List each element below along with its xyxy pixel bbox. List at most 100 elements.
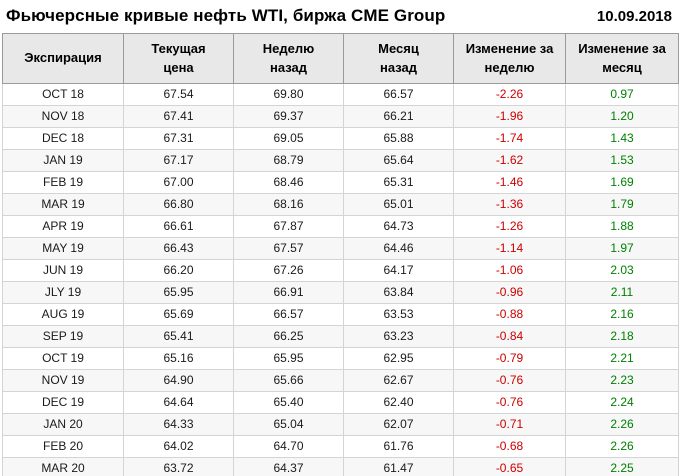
week-change-cell: -0.79 — [453, 347, 566, 370]
col-header-month-ago: Месяц назад — [343, 33, 454, 84]
expiration-cell: JUN 19 — [2, 259, 124, 282]
week-ago-cell: 65.40 — [233, 391, 344, 414]
week-change-cell: -0.84 — [453, 325, 566, 348]
month-change-cell: 1.43 — [565, 127, 679, 150]
week-ago-cell: 64.37 — [233, 457, 344, 476]
col-header-month-change: Изменение за месяц — [565, 33, 679, 84]
week-ago-cell: 66.91 — [233, 281, 344, 304]
col-header-current-price: Текущая цена — [123, 33, 234, 84]
current-price-cell: 65.41 — [123, 325, 234, 348]
week-ago-cell: 69.37 — [233, 105, 344, 128]
month-ago-cell: 61.76 — [343, 435, 454, 458]
table-header: Экспирация Текущая цена Неделю назад Мес… — [2, 33, 679, 84]
week-ago-cell: 69.05 — [233, 127, 344, 150]
header-row: Экспирация Текущая цена Неделю назад Мес… — [2, 33, 679, 84]
expiration-cell: JAN 19 — [2, 149, 124, 172]
month-ago-cell: 65.64 — [343, 149, 454, 172]
current-price-cell: 67.31 — [123, 127, 234, 150]
month-change-cell: 0.97 — [565, 83, 679, 106]
table-row: APR 19 66.61 67.87 64.73 -1.26 1.88 — [2, 215, 679, 238]
month-ago-cell: 66.57 — [343, 83, 454, 106]
current-price-cell: 66.61 — [123, 215, 234, 238]
table-row: DEC 18 67.31 69.05 65.88 -1.74 1.43 — [2, 127, 679, 150]
week-ago-cell: 67.26 — [233, 259, 344, 282]
week-ago-cell: 67.87 — [233, 215, 344, 238]
table-row: JUN 19 66.20 67.26 64.17 -1.06 2.03 — [2, 259, 679, 282]
table-row: NOV 19 64.90 65.66 62.67 -0.76 2.23 — [2, 369, 679, 392]
table-row: MAY 19 66.43 67.57 64.46 -1.14 1.97 — [2, 237, 679, 260]
week-change-cell: -0.65 — [453, 457, 566, 476]
month-ago-cell: 65.01 — [343, 193, 454, 216]
month-change-cell: 2.26 — [565, 413, 679, 436]
month-change-cell: 2.23 — [565, 369, 679, 392]
week-change-cell: -0.76 — [453, 391, 566, 414]
table-row: FEB 19 67.00 68.46 65.31 -1.46 1.69 — [2, 171, 679, 194]
week-change-cell: -0.71 — [453, 413, 566, 436]
futures-table: Экспирация Текущая цена Неделю назад Мес… — [2, 33, 679, 476]
table-row: SEP 19 65.41 66.25 63.23 -0.84 2.18 — [2, 325, 679, 348]
page-title: Фьючерсные кривые нефть WTI, биржа CME G… — [6, 6, 446, 25]
month-change-cell: 2.26 — [565, 435, 679, 458]
expiration-cell: FEB 19 — [2, 171, 124, 194]
current-price-cell: 66.43 — [123, 237, 234, 260]
report-date: 10.09.2018 — [596, 8, 672, 25]
expiration-cell: APR 19 — [2, 215, 124, 238]
week-change-cell: -2.26 — [453, 83, 566, 106]
expiration-cell: NOV 19 — [2, 369, 124, 392]
current-price-cell: 65.16 — [123, 347, 234, 370]
week-change-cell: -0.76 — [453, 369, 566, 392]
table-row: AUG 19 65.69 66.57 63.53 -0.88 2.16 — [2, 303, 679, 326]
expiration-cell: NOV 18 — [2, 105, 124, 128]
current-price-cell: 65.95 — [123, 281, 234, 304]
week-change-cell: -1.36 — [453, 193, 566, 216]
week-change-cell: -1.96 — [453, 105, 566, 128]
current-price-cell: 65.69 — [123, 303, 234, 326]
week-ago-cell: 65.66 — [233, 369, 344, 392]
expiration-cell: MAY 19 — [2, 237, 124, 260]
table-body: OCT 18 67.54 69.80 66.57 -2.26 0.97 NOV … — [2, 83, 679, 476]
table-row: JAN 19 67.17 68.79 65.64 -1.62 1.53 — [2, 149, 679, 172]
month-ago-cell: 61.47 — [343, 457, 454, 476]
month-change-cell: 2.21 — [565, 347, 679, 370]
expiration-cell: AUG 19 — [2, 303, 124, 326]
month-change-cell: 2.11 — [565, 281, 679, 304]
table-row: MAR 19 66.80 68.16 65.01 -1.36 1.79 — [2, 193, 679, 216]
expiration-cell: MAR 20 — [2, 457, 124, 476]
current-price-cell: 66.80 — [123, 193, 234, 216]
current-price-cell: 63.72 — [123, 457, 234, 476]
week-ago-cell: 66.57 — [233, 303, 344, 326]
table-row: OCT 19 65.16 65.95 62.95 -0.79 2.21 — [2, 347, 679, 370]
month-ago-cell: 62.67 — [343, 369, 454, 392]
week-change-cell: -0.96 — [453, 281, 566, 304]
expiration-cell: OCT 19 — [2, 347, 124, 370]
month-change-cell: 1.97 — [565, 237, 679, 260]
week-ago-cell: 68.16 — [233, 193, 344, 216]
month-change-cell: 2.24 — [565, 391, 679, 414]
current-price-cell: 67.41 — [123, 105, 234, 128]
week-ago-cell: 65.95 — [233, 347, 344, 370]
table-row: MAR 20 63.72 64.37 61.47 -0.65 2.25 — [2, 457, 679, 476]
expiration-cell: SEP 19 — [2, 325, 124, 348]
week-ago-cell: 65.04 — [233, 413, 344, 436]
week-change-cell: -1.06 — [453, 259, 566, 282]
week-change-cell: -1.62 — [453, 149, 566, 172]
table-row: OCT 18 67.54 69.80 66.57 -2.26 0.97 — [2, 83, 679, 106]
titlebar: Фьючерсные кривые нефть WTI, биржа CME G… — [0, 0, 680, 33]
week-ago-cell: 69.80 — [233, 83, 344, 106]
expiration-cell: JLY 19 — [2, 281, 124, 304]
month-change-cell: 2.03 — [565, 259, 679, 282]
month-change-cell: 2.16 — [565, 303, 679, 326]
month-ago-cell: 63.53 — [343, 303, 454, 326]
month-ago-cell: 62.40 — [343, 391, 454, 414]
current-price-cell: 64.02 — [123, 435, 234, 458]
month-ago-cell: 63.23 — [343, 325, 454, 348]
table-row: JLY 19 65.95 66.91 63.84 -0.96 2.11 — [2, 281, 679, 304]
current-price-cell: 67.17 — [123, 149, 234, 172]
month-change-cell: 1.20 — [565, 105, 679, 128]
table-row: NOV 18 67.41 69.37 66.21 -1.96 1.20 — [2, 105, 679, 128]
week-change-cell: -0.88 — [453, 303, 566, 326]
month-ago-cell: 63.84 — [343, 281, 454, 304]
current-price-cell: 64.64 — [123, 391, 234, 414]
month-ago-cell: 62.07 — [343, 413, 454, 436]
current-price-cell: 67.00 — [123, 171, 234, 194]
